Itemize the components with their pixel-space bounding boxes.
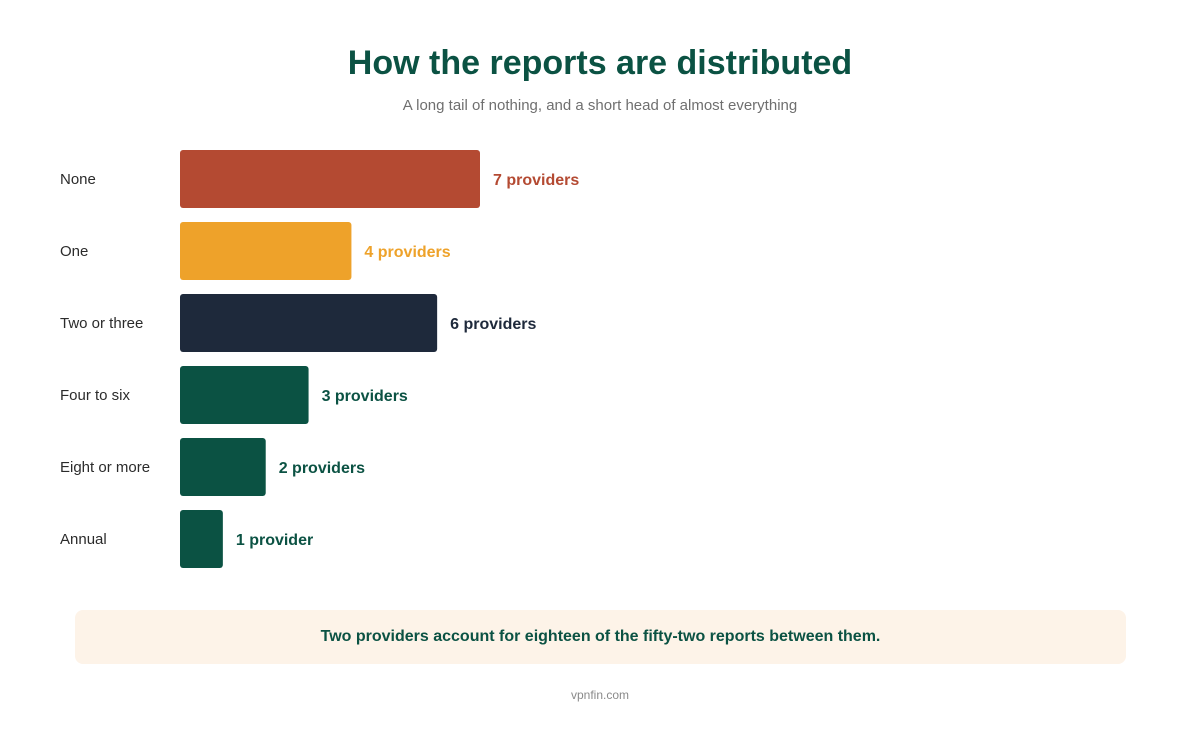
bar — [180, 510, 223, 568]
value-label: 7 providers — [493, 172, 579, 189]
bar-chart: None 7 providers One 4 providers Two or thre… — [60, 150, 579, 568]
category-label: None — [60, 171, 96, 188]
value-label: 2 providers — [279, 460, 365, 477]
value-label: 3 providers — [322, 388, 408, 405]
value-label: 4 providers — [364, 244, 450, 261]
bar — [180, 150, 480, 208]
bar — [180, 222, 352, 280]
category-label: Four to six — [60, 387, 131, 404]
callout-box: Two providers account for eighteen of th… — [75, 610, 1126, 664]
source-credit: vpnfin.com — [570, 688, 630, 702]
bar — [180, 438, 266, 496]
category-label: Two or three — [60, 315, 143, 332]
value-label: 1 provider — [236, 532, 313, 549]
bar — [180, 294, 438, 352]
value-label: 6 providers — [450, 316, 536, 333]
chart-subtitle: A long tail of nothing, and a short head… — [402, 97, 798, 114]
category-label: Eight or more — [60, 459, 150, 476]
category-label: One — [60, 243, 88, 260]
callout-text: Two providers account for eighteen of th… — [320, 628, 881, 645]
bar — [180, 366, 309, 424]
category-label: Annual — [60, 531, 107, 548]
chart-title: How the reports are distributed — [347, 44, 853, 82]
